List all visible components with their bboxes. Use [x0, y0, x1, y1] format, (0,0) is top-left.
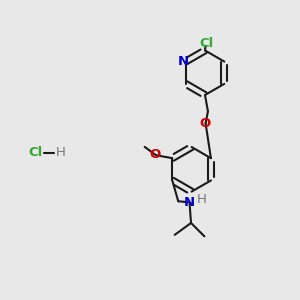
Text: H: H [55, 146, 65, 160]
Text: O: O [199, 117, 210, 130]
Text: O: O [149, 148, 161, 161]
Text: N: N [178, 55, 189, 68]
Text: Cl: Cl [199, 38, 214, 50]
Text: N: N [184, 196, 195, 209]
Text: Cl: Cl [28, 146, 43, 160]
Text: H: H [196, 193, 206, 206]
